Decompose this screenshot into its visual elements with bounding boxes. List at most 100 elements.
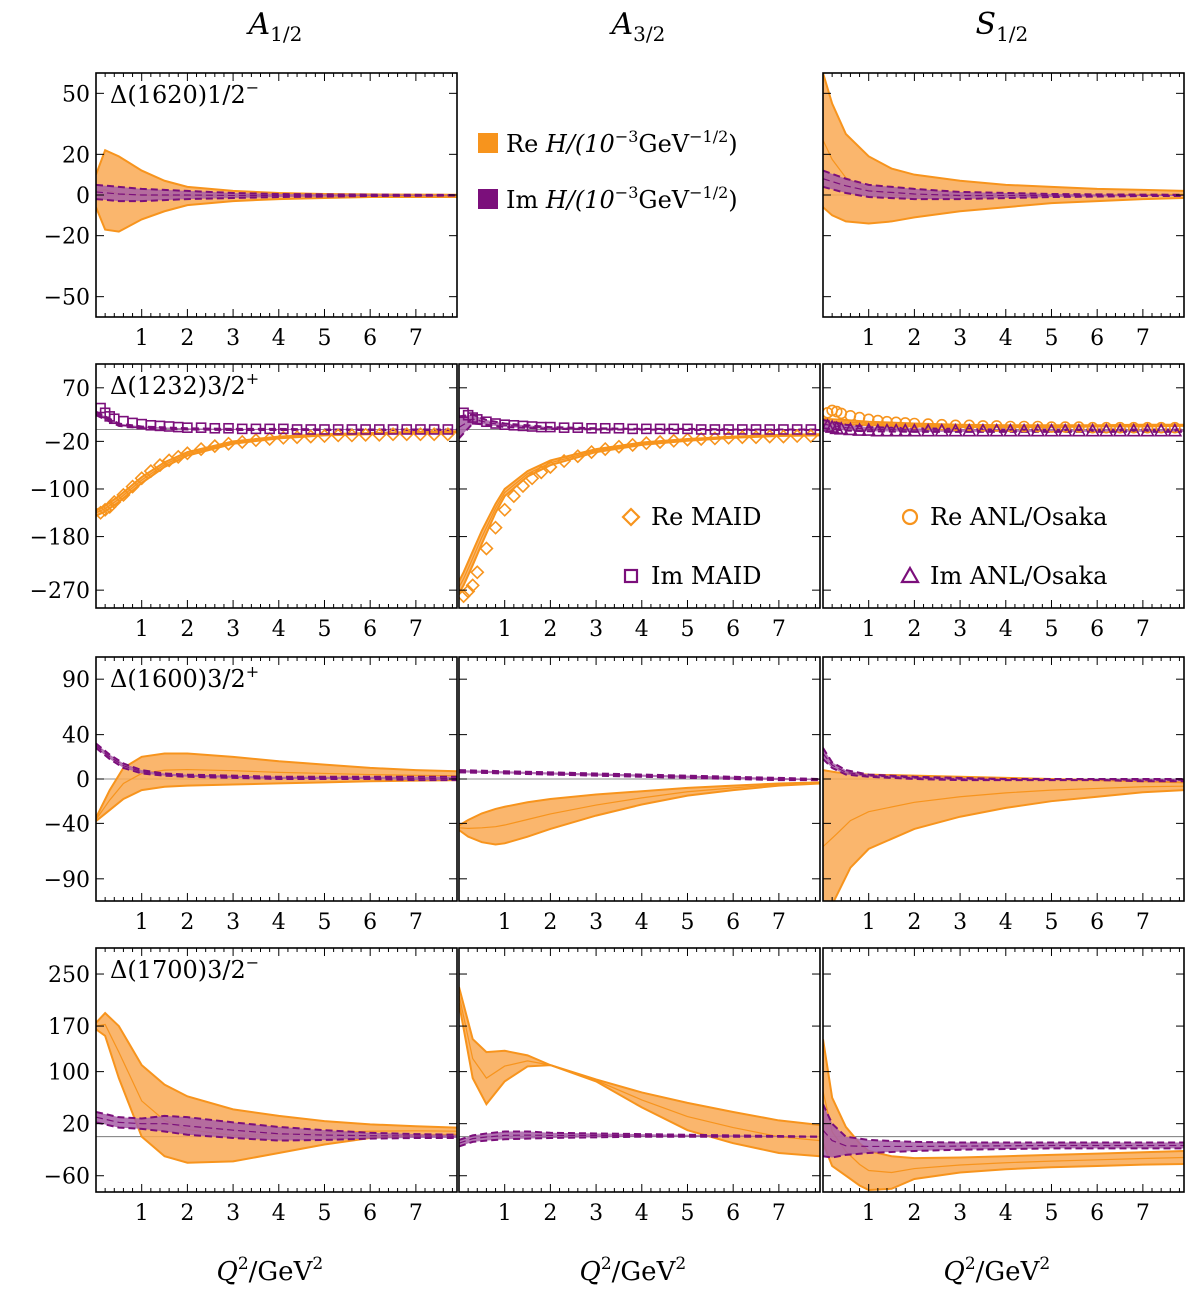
im-data-point [764,424,776,435]
y-tick-label: 20 [62,143,90,168]
re-band-fill [459,434,820,594]
panel: 1 2 3 4 5 6 7 [458,363,821,642]
re-band-upper [96,430,457,511]
im-data-point [682,423,693,435]
y-tick-label: 20 [62,1113,90,1138]
x-tick-label: 2 [907,326,921,351]
x-tick-label: 4 [999,326,1013,351]
re-band-lower [459,434,820,594]
re-data-point [598,441,613,457]
im-band-upper [823,747,1184,780]
re-band-upper [96,752,457,819]
im-data-point [934,422,950,437]
x-tick-label: 1 [498,910,512,935]
re-data-point [1059,421,1071,433]
plot-area [96,742,457,822]
im-band-center [823,753,1184,781]
re-band-center [459,434,820,588]
im-data-point [1030,422,1046,437]
im-data-point [695,424,707,435]
im-data-point [778,424,789,435]
im-data-point [654,423,666,435]
im-band-lower [459,771,820,782]
im-band-lower [96,1121,457,1142]
x-tick-label: 7 [772,617,786,642]
im-data-point [264,423,275,435]
im-data-point [1085,422,1100,437]
im-band-center [459,770,820,781]
re-data-point [1100,421,1113,434]
im-data-point [627,423,638,435]
x-tick-label: 6 [726,1201,740,1226]
x-tick-label: 4 [999,1201,1013,1226]
re-data-point [276,430,291,445]
panel: 1 2 3 4 5 6 7 [822,656,1185,935]
re-data-point [262,431,277,447]
re-data-point [497,502,512,517]
x-tick-label: 4 [635,1201,649,1226]
plot-area [96,1011,457,1164]
panel-frame [458,947,821,1193]
im-data-point [319,424,330,435]
im-data-point [709,424,721,435]
im-data-point [1003,422,1018,437]
x-tick-label: 2 [907,910,921,935]
re-band-center [459,995,820,1142]
im-band-upper [823,418,1184,431]
re-band-upper [459,781,820,827]
legend-swatch [478,133,498,153]
x-tick-label: 3 [589,1201,603,1226]
re-data-point [134,471,149,486]
re-data-point [248,433,264,448]
im-data-point [599,422,611,434]
im-band-upper [459,769,820,780]
im-data-point [879,422,895,437]
im-data-point [1140,422,1155,437]
re-band-fill [823,1039,1184,1191]
im-band-upper [459,1130,820,1141]
im-band-fill [96,184,457,202]
x-tick-label: 2 [180,617,194,642]
re-band-center [96,768,457,820]
re-data-point [98,502,113,517]
x-tick-label: 3 [226,617,240,642]
y-tick-label: 0 [76,184,90,209]
re-band-lower [823,197,1184,225]
re-band-fill [96,753,457,822]
x-tick-label: 2 [543,617,557,642]
im-data-point [346,424,358,435]
im-band-lower [823,758,1184,783]
re-data-point [207,438,222,454]
x-tick-label: 3 [589,617,603,642]
re-data-point [289,430,305,445]
re-band-lower [823,422,1184,429]
re-data-point [125,479,140,494]
re-data-point [193,441,209,457]
re-data-point [221,436,236,451]
re-data-point [1018,420,1030,433]
re-data-point [1155,421,1167,434]
im-data-point [387,424,399,435]
x-tick-label: 1 [135,617,149,642]
panel: 1 2 3 4 5 6 7 90 40 0 −40 −90 Δ(1600)3/2+ [44,656,458,935]
panel: 1 2 3 4 5 6 7 [822,363,1185,642]
re-data-point [584,444,599,460]
legend-marker [623,568,639,584]
panel: 1 2 3 4 5 6 7 [822,72,1185,351]
re-data-point [977,420,989,432]
im-data-point [897,422,913,437]
x-tick-label: 7 [1136,1201,1150,1226]
re-data-point [235,434,250,450]
re-data-point [611,439,627,454]
panel: 1 2 3 4 5 6 7 70 −20 −100 −180 −270 Δ(1232)3/2+ [30,363,458,642]
re-data-point [666,433,681,448]
resonance-label: Δ(1232)3/2+ [110,369,259,400]
im-data-point [1153,422,1169,437]
im-data-point [415,424,426,435]
im-data-point [1098,422,1114,437]
x-tick-label: 6 [363,910,377,935]
x-tick-label: 1 [135,326,149,351]
legend-marker-label: Im MAID [651,562,762,590]
re-data-point [990,420,1003,432]
im-data-point [948,422,963,437]
